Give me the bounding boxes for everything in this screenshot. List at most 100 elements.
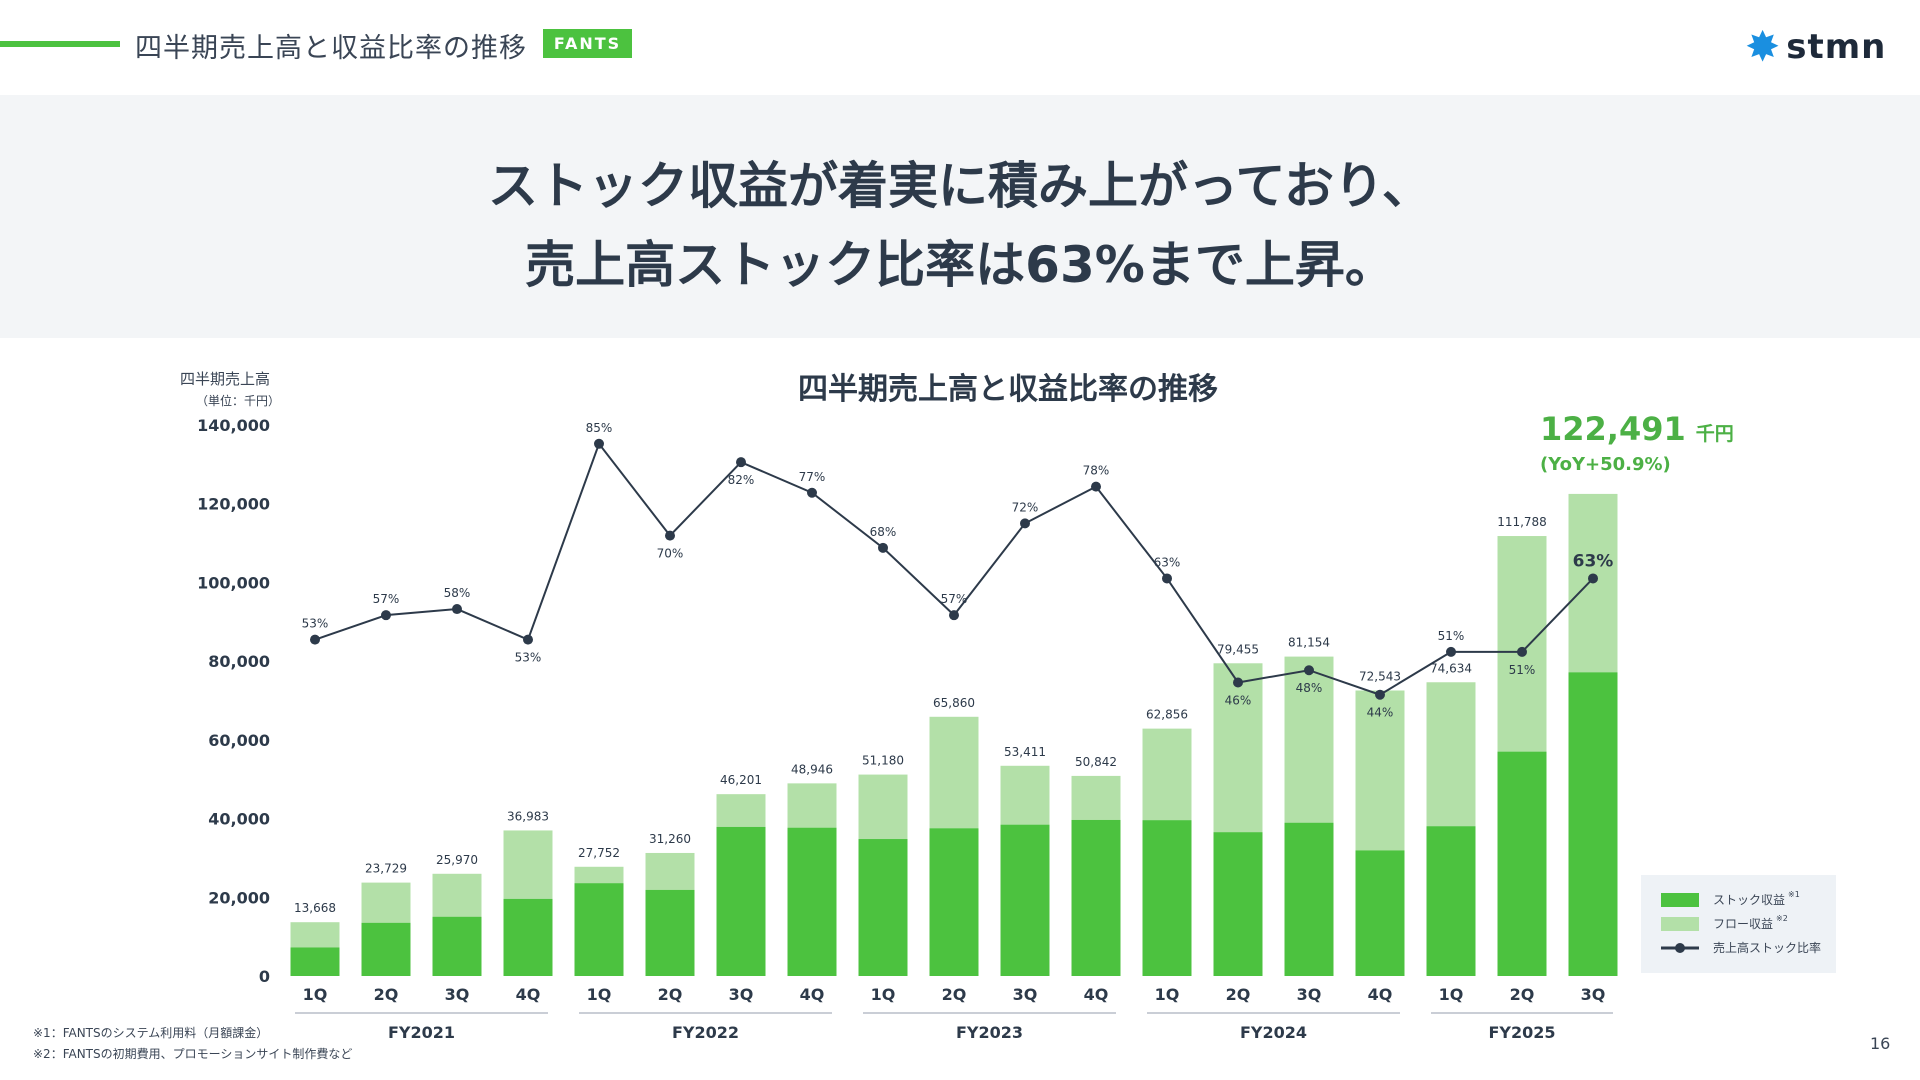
stock-ratio-point xyxy=(1446,646,1456,657)
flow-bar xyxy=(361,882,411,923)
latest-revenue-value: 122,491 xyxy=(1540,410,1686,448)
fiscal-year-label: FY2025 xyxy=(1488,1023,1555,1042)
stock-bar xyxy=(432,916,482,976)
flow-bar xyxy=(716,794,766,827)
stock-ratio-point xyxy=(1233,677,1243,688)
stock-ratio-label: 85% xyxy=(586,421,613,435)
total-label: 13,668 xyxy=(294,901,336,915)
stock-bar xyxy=(787,827,837,976)
flow-bar xyxy=(1284,656,1334,823)
legend-line-marker-icon xyxy=(1661,942,1699,953)
legend-swatch-stock xyxy=(1661,892,1699,907)
total-label: 50,842 xyxy=(1075,755,1117,769)
logo-text: stmn xyxy=(1786,27,1887,67)
stock-ratio-point xyxy=(1304,665,1314,676)
x-tick-label: 1Q xyxy=(1439,985,1464,1004)
stock-ratio-label: 53% xyxy=(515,651,542,665)
product-badge: FANTS xyxy=(543,29,632,58)
header-accent-line xyxy=(0,41,120,47)
stock-ratio-label: 70% xyxy=(657,547,684,561)
legend-swatch-flow xyxy=(1661,916,1699,931)
x-tick-label: 2Q xyxy=(942,985,967,1004)
stock-ratio-point xyxy=(1091,481,1101,492)
stock-bar xyxy=(1355,850,1405,976)
stock-bar xyxy=(574,883,624,976)
chart-legend: ストック収益 ※1 フロー収益 ※2 売上高ストック比率 xyxy=(1641,875,1836,973)
x-tick-label: 3Q xyxy=(1013,985,1038,1004)
stock-bar xyxy=(1497,751,1547,976)
stock-bar xyxy=(1000,824,1050,976)
flow-bar xyxy=(1142,728,1192,821)
total-label: 27,752 xyxy=(578,846,620,860)
total-label: 48,946 xyxy=(791,762,833,776)
total-label: 46,201 xyxy=(720,773,762,787)
stock-ratio-point xyxy=(807,487,817,498)
stock-ratio-label: 53% xyxy=(302,617,329,631)
stock-ratio-point xyxy=(665,530,675,541)
x-tick-label: 3Q xyxy=(1297,985,1322,1004)
flow-bar xyxy=(290,922,340,948)
x-tick-label: 4Q xyxy=(516,985,541,1004)
stock-ratio-label: 44% xyxy=(1367,706,1394,720)
latest-revenue-callout: 122,491 千円 xyxy=(1540,410,1734,448)
fiscal-year-label: FY2022 xyxy=(672,1023,739,1042)
y-axis-label: 四半期売上高 xyxy=(180,370,271,388)
x-tick-label: 2Q xyxy=(1510,985,1535,1004)
fiscal-year-label: FY2021 xyxy=(388,1023,455,1042)
fiscal-year-label: FY2024 xyxy=(1240,1023,1307,1042)
stock-ratio-point xyxy=(1517,646,1527,657)
stock-bar xyxy=(929,828,979,976)
y-tick-label: 120,000 xyxy=(197,495,270,514)
star-burst-icon: ✸ xyxy=(1745,22,1781,71)
x-tick-label: 3Q xyxy=(729,985,754,1004)
stock-ratio-point xyxy=(1162,573,1172,584)
stock-ratio-point xyxy=(523,634,533,645)
legend-note-stock: ※1 xyxy=(1788,890,1800,899)
total-label: 25,970 xyxy=(436,853,478,867)
x-tick-label: 4Q xyxy=(1084,985,1109,1004)
footnote-1: ※1：FANTSのシステム利用料（月額課金） xyxy=(33,1026,269,1040)
stock-ratio-point xyxy=(736,457,746,468)
flow-bar xyxy=(1497,536,1547,752)
latest-revenue-yoy: (YoY+50.9%) xyxy=(1540,454,1671,475)
x-tick-label: 1Q xyxy=(303,985,328,1004)
y-tick-label: 80,000 xyxy=(208,652,270,671)
stock-bar xyxy=(645,889,695,976)
chart-title: 四半期売上高と収益比率の推移 xyxy=(798,372,1218,407)
stock-ratio-label: 57% xyxy=(941,592,968,606)
y-tick-label: 100,000 xyxy=(197,573,270,592)
stock-ratio-point xyxy=(1375,689,1385,700)
stock-ratio-point xyxy=(594,438,604,449)
legend-item-stock: ストック収益 ※1 xyxy=(1661,891,1800,908)
headline-band xyxy=(0,95,1920,338)
total-label: 65,860 xyxy=(933,696,975,710)
flow-bar xyxy=(503,830,553,899)
stock-bar xyxy=(1568,672,1618,976)
flow-bar xyxy=(1426,682,1476,827)
stock-ratio-point xyxy=(310,634,320,645)
y-tick-label: 0 xyxy=(259,967,270,986)
x-tick-label: 4Q xyxy=(1368,985,1393,1004)
stock-ratio-line xyxy=(314,441,1594,696)
stock-ratio-label: 57% xyxy=(373,592,400,606)
stock-bar xyxy=(290,947,340,976)
legend-label-ratio: 売上高ストック比率 xyxy=(1713,941,1822,955)
stock-ratio-label: 77% xyxy=(799,470,826,484)
x-tick-label: 1Q xyxy=(1155,985,1180,1004)
stock-ratio-point xyxy=(381,610,391,621)
stock-ratio-label: 68% xyxy=(870,525,897,539)
flow-bar xyxy=(645,852,695,890)
stock-ratio-label: 63% xyxy=(1573,551,1614,571)
stock-bar xyxy=(361,922,411,976)
flow-bar xyxy=(432,873,482,917)
stock-ratio-label: 72% xyxy=(1012,500,1039,514)
y-axis-unit: （単位：千円） xyxy=(196,394,281,408)
x-tick-label: 2Q xyxy=(658,985,683,1004)
total-label: 36,983 xyxy=(507,809,549,823)
total-label: 62,856 xyxy=(1146,708,1188,722)
stock-bar xyxy=(1071,819,1121,976)
flow-bar xyxy=(1213,663,1263,833)
total-label: 79,455 xyxy=(1217,642,1259,656)
stock-ratio-label: 51% xyxy=(1438,629,1465,643)
